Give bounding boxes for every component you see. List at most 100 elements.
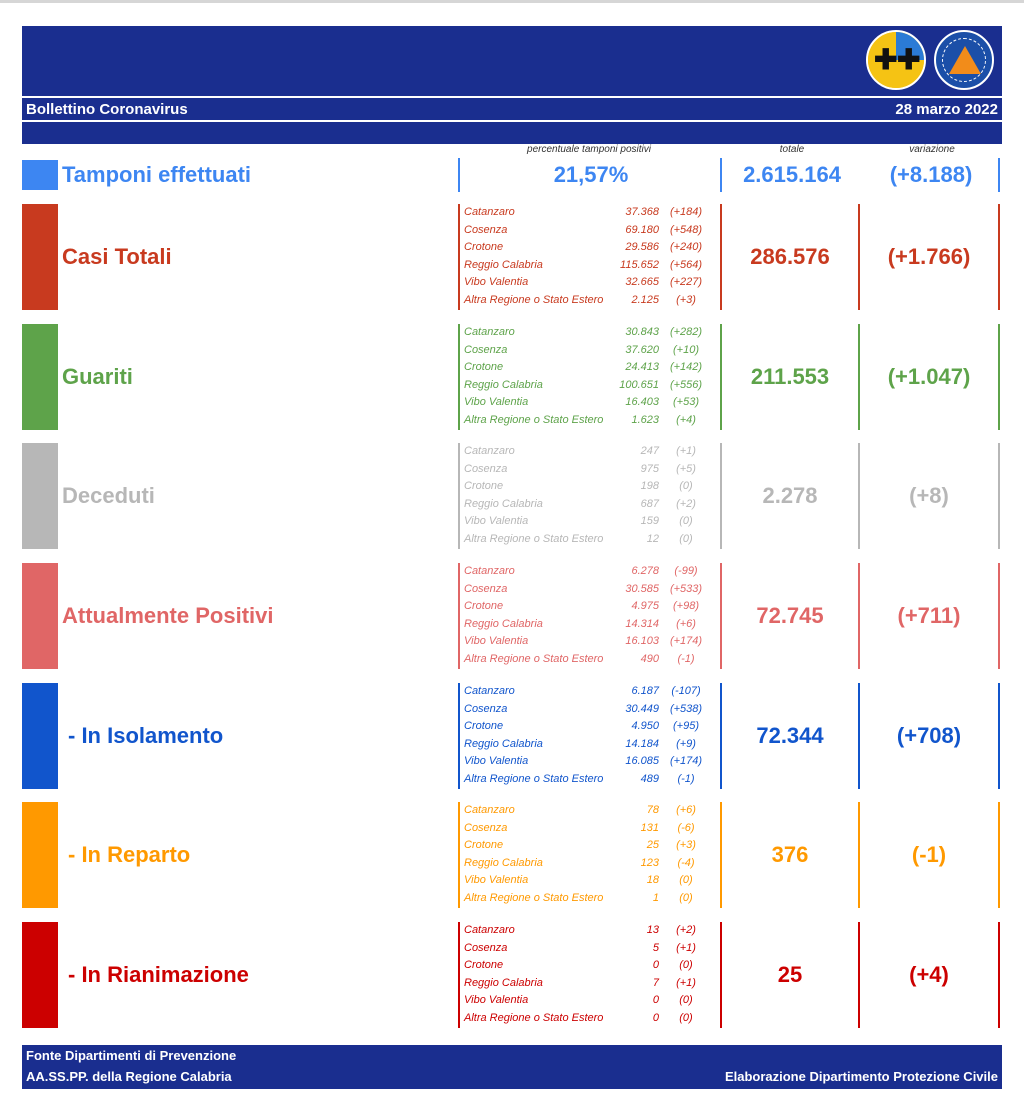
province-delta: (+5) [676,462,696,475]
province-delta: (-4) [677,856,695,869]
province-delta: (+3) [676,293,696,306]
category-swatch [22,922,58,1028]
province-delta: (+10) [673,343,699,356]
province-row: Altra Regione o Stato Estero 1 (0) [464,890,717,908]
province-delta: (+533) [669,582,703,595]
province-name: Catanzaro [464,924,515,936]
province-value: 30.843 [625,326,659,338]
category-row: Guariti Catanzaro 30.843 (+282) Cosenza 37.62… [22,324,1002,430]
category-variation: (+708) [896,723,962,748]
category-row: - In Rianimazione Catanzaro 13 (+2) Cosenza 5… [22,922,1002,1028]
province-name: Catanzaro [464,565,515,577]
province-list: Catanzaro 6.278 (-99) Cosenza 30.585 (+533) Cr… [464,563,717,669]
divider [720,204,722,310]
province-value: 1.623 [631,413,659,426]
category-swatch [22,802,58,908]
province-name: Vibo Valentia [464,515,529,528]
logos: ✚ ✚ [866,30,994,90]
category-total: 286.576 [750,244,830,269]
province-row: Altra Regione o Stato Estero 2.125 (+3) [464,292,717,310]
province-row: Altra Regione o Stato Estero 490 (-1) [464,651,717,669]
province-name: Altra Regione o Stato Estero [464,293,604,306]
province-name: Crotone [464,600,504,613]
divider [858,922,860,1028]
province-delta: (+1) [676,976,696,989]
province-value: 6.187 [631,685,659,697]
footer-banner: Fonte Dipartimenti di Prevenzione AA.SS.… [22,1045,1002,1089]
province-row: Vibo Valentia 18 (0) [464,872,717,890]
category-variation: (+1.766) [887,244,971,269]
province-delta: (+538) [669,702,703,715]
province-name: Altra Regione o Stato Estero [464,891,604,904]
category-label: Attualmente Positivi [62,603,274,628]
total-column-header: totale [779,144,805,155]
province-value: 13 [646,924,659,936]
category-swatch [22,204,58,310]
province-row: Reggio Calabria 7 (+1) [464,975,717,993]
province-row: Reggio Calabria 687 (+2) [464,496,717,514]
province-name: Vibo Valentia [464,755,529,768]
province-row: Crotone 0 (0) [464,957,717,975]
bulletin-date: 28 marzo 2022 [895,101,998,118]
province-row: Vibo Valentia 16.403 (+53) [464,394,717,412]
province-delta: (+2) [676,497,696,510]
tamponi-total: 2.615.164 [743,162,841,187]
category-swatch [22,563,58,669]
percent-column-header: percentuale tamponi positivi [527,144,651,155]
province-list: Catanzaro 30.843 (+282) Cosenza 37.620 (+10) C… [464,324,717,430]
province-name: Cosenza [464,941,508,954]
province-delta: (0) [679,874,693,887]
province-value: 16.085 [625,755,659,768]
province-row: Catanzaro 30.843 (+282) [464,324,717,342]
province-value: 490 [640,652,659,665]
province-row: Catanzaro 6.278 (-99) [464,563,717,581]
province-value: 0 [652,994,659,1007]
province-delta: (+6) [676,804,696,816]
province-delta: (+9) [676,737,696,750]
province-value: 37.368 [625,206,659,218]
province-name: Catanzaro [464,804,515,816]
province-value: 16.403 [625,396,659,409]
province-delta: (0) [679,959,693,972]
province-delta: (+548) [669,223,703,236]
province-list: Catanzaro 13 (+2) Cosenza 5 (+1) Crotone 0 (0) Re… [464,922,717,1028]
province-name: Vibo Valentia [464,635,529,648]
province-name: Reggio Calabria [464,976,543,989]
divider [720,563,722,669]
footer-source-line1: Fonte Dipartimenti di Prevenzione [26,1048,237,1063]
province-delta: (+556) [669,378,703,391]
category-label: - In Reparto [68,842,191,867]
province-row: Cosenza 5 (+1) [464,940,717,958]
province-name: Vibo Valentia [464,396,529,409]
province-row: Altra Regione o Stato Estero 12 (0) [464,531,717,549]
province-name: Cosenza [464,223,508,236]
divider [858,683,860,789]
province-row: Crotone 198 (0) [464,478,717,496]
province-name: Reggio Calabria [464,497,543,510]
province-value: 489 [640,772,659,785]
regione-calabria-logo: ✚ ✚ [866,30,926,90]
divider [458,922,460,1028]
province-row: Crotone 25 (+3) [464,837,717,855]
province-row: Vibo Valentia 16.085 (+174) [464,753,717,771]
province-name: Cosenza [464,702,508,715]
divider [458,324,460,430]
category-total: 25 [777,962,803,987]
tamponi-label: Tamponi effettuati [62,162,252,187]
province-row: Cosenza 69.180 (+548) [464,222,717,240]
province-name: Crotone [464,241,504,254]
province-row: Cosenza 975 (+5) [464,461,717,479]
province-name: Reggio Calabria [464,856,543,869]
divider [998,204,1000,310]
province-list: Catanzaro 78 (+6) Cosenza 131 (-6) Crotone 25 (+… [464,802,717,908]
province-value: 18 [646,874,659,887]
category-swatch [22,324,58,430]
province-name: Cosenza [464,343,508,356]
province-delta: (-99) [674,565,698,577]
province-row: Reggio Calabria 115.652 (+564) [464,257,717,275]
province-row: Altra Regione o Stato Estero 489 (-1) [464,771,717,789]
category-label: Casi Totali [62,244,172,269]
protezione-civile-logo [934,30,994,90]
province-value: 29.586 [625,241,659,254]
province-row: Reggio Calabria 123 (-4) [464,855,717,873]
